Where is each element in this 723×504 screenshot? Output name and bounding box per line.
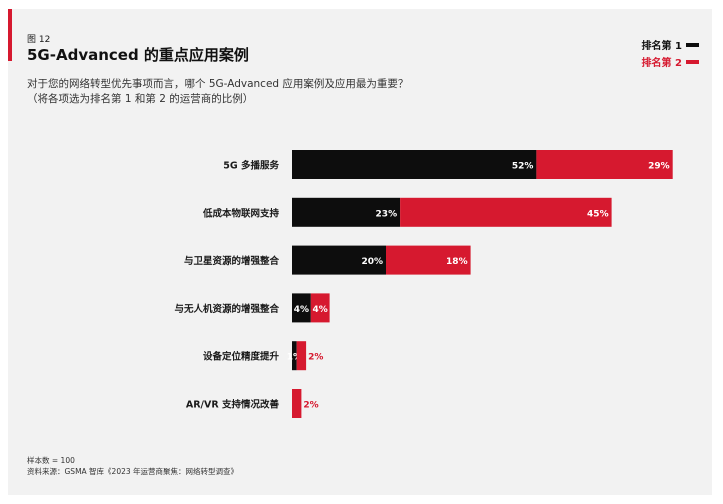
bar-rank2 — [296, 341, 307, 371]
bar-rank1 — [292, 341, 297, 371]
data-label: 52% — [512, 162, 534, 172]
category-label: AR/VR 支持情况改善 — [186, 399, 280, 411]
accent-bar — [8, 9, 12, 61]
category-label: 5G 多播服务 — [223, 160, 279, 172]
data-label: 2% — [308, 353, 323, 363]
data-label: 18% — [446, 257, 468, 267]
sample-size-note: 样本数 = 100 — [27, 456, 75, 465]
figure-label: 图 12 — [27, 35, 51, 45]
data-label: 2% — [303, 401, 318, 411]
chart-title: 5G-Advanced 的重点应用案例 — [27, 46, 249, 64]
bar-rank2 — [292, 389, 302, 418]
bar-rank1 — [292, 293, 311, 323]
bar-rank1 — [292, 197, 401, 227]
legend-swatch-rank1 — [686, 42, 699, 47]
bar-rank2 — [386, 245, 471, 275]
legend-item-rank2: 排名第 2 — [642, 53, 699, 70]
data-label: 4% — [313, 305, 328, 315]
bar-rank1 — [292, 150, 537, 179]
question-line-1: 对于您的网络转型优先事项而言，哪个 5G-Advanced 应用案例及应用最为重… — [27, 78, 409, 90]
bar-rank2 — [400, 197, 612, 227]
category-label: 低成本物联网支持 — [202, 207, 280, 219]
category-label: 设备定位精度提升 — [203, 351, 280, 363]
bar-rank2 — [536, 150, 673, 179]
category-label: 与卫星资源的增强整合 — [184, 255, 280, 267]
bar-rank1 — [292, 245, 386, 275]
legend: 排名第 1 排名第 2 — [642, 36, 699, 70]
source-note: 资料来源：GSMA 智库《2023 年运营商聚焦：网络转型调查》 — [27, 467, 239, 476]
data-label: 45% — [587, 209, 609, 219]
legend-label-rank2: 排名第 2 — [641, 58, 682, 69]
legend-item-rank1: 排名第 1 — [642, 36, 699, 53]
chart-subtitle: 对于您的网络转型优先事项而言，哪个 5G-Advanced 应用案例及应用最为重… — [27, 77, 408, 107]
data-label: 23% — [376, 209, 398, 219]
data-label: 29% — [648, 162, 670, 172]
category-label: 与无人机资源的增强整合 — [174, 303, 279, 315]
data-label: 4% — [294, 305, 309, 315]
legend-swatch-rank2 — [686, 59, 699, 64]
data-label: 1% — [287, 353, 302, 363]
legend-label-rank1: 排名第 1 — [641, 41, 682, 52]
question-line-2: （将各项选为排名第 1 和第 2 的运营商的比例） — [27, 93, 254, 105]
data-label: 20% — [361, 257, 383, 267]
bar-rank2 — [310, 293, 330, 323]
